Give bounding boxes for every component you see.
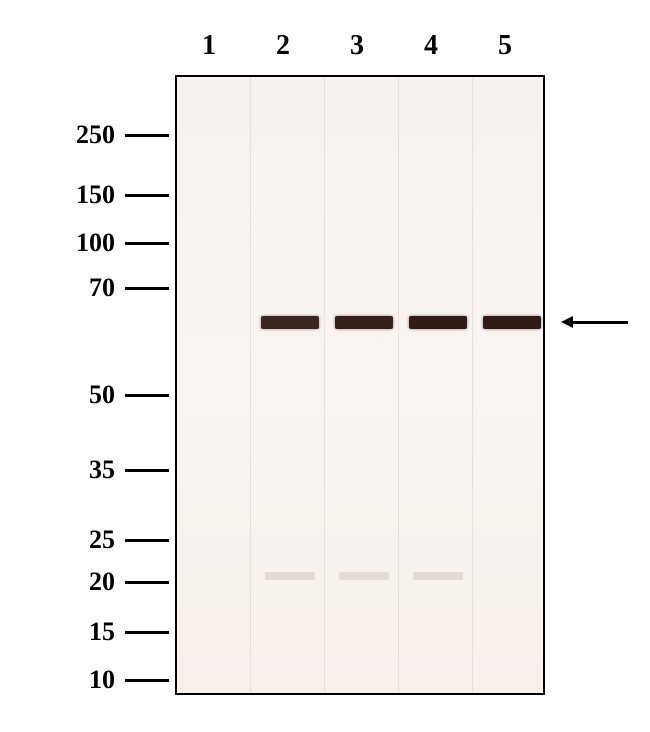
lane-label-1: 1 bbox=[202, 30, 216, 62]
lane-label-2: 2 bbox=[276, 30, 290, 62]
mw-tick bbox=[125, 194, 169, 197]
lane-divider bbox=[398, 77, 399, 693]
faint-band bbox=[413, 572, 463, 580]
faint-band bbox=[265, 572, 315, 580]
blot-membrane bbox=[175, 75, 545, 695]
mw-tick bbox=[125, 631, 169, 634]
arrow-shaft bbox=[573, 321, 628, 324]
protein-band-lane-2 bbox=[261, 316, 319, 329]
mw-label-25: 25 bbox=[89, 525, 115, 555]
mw-label-70: 70 bbox=[89, 273, 115, 303]
lane-label-3: 3 bbox=[350, 30, 364, 62]
mw-label-100: 100 bbox=[76, 228, 115, 258]
western-blot-figure: 1 2 3 4 5 250 150 100 70 50 35 25 20 15 10 bbox=[0, 0, 650, 732]
mw-label-35: 35 bbox=[89, 455, 115, 485]
mw-tick bbox=[125, 394, 169, 397]
faint-band bbox=[339, 572, 389, 580]
mw-tick bbox=[125, 539, 169, 542]
lane-divider bbox=[472, 77, 473, 693]
mw-tick bbox=[125, 287, 169, 290]
mw-tick bbox=[125, 134, 169, 137]
mw-label-15: 15 bbox=[89, 617, 115, 647]
mw-label-150: 150 bbox=[76, 180, 115, 210]
mw-tick bbox=[125, 581, 169, 584]
mw-tick bbox=[125, 679, 169, 682]
mw-label-250: 250 bbox=[76, 120, 115, 150]
mw-label-50: 50 bbox=[89, 380, 115, 410]
arrow-head-icon bbox=[561, 316, 573, 328]
lane-divider bbox=[324, 77, 325, 693]
mw-tick bbox=[125, 469, 169, 472]
blot-background bbox=[177, 77, 543, 693]
mw-label-20: 20 bbox=[89, 567, 115, 597]
protein-band-lane-3 bbox=[335, 316, 393, 329]
lane-label-4: 4 bbox=[424, 30, 438, 62]
lane-divider bbox=[250, 77, 251, 693]
mw-tick bbox=[125, 242, 169, 245]
mw-label-10: 10 bbox=[89, 665, 115, 695]
lane-label-5: 5 bbox=[498, 30, 512, 62]
protein-band-lane-5 bbox=[483, 316, 541, 329]
protein-band-lane-4 bbox=[409, 316, 467, 329]
